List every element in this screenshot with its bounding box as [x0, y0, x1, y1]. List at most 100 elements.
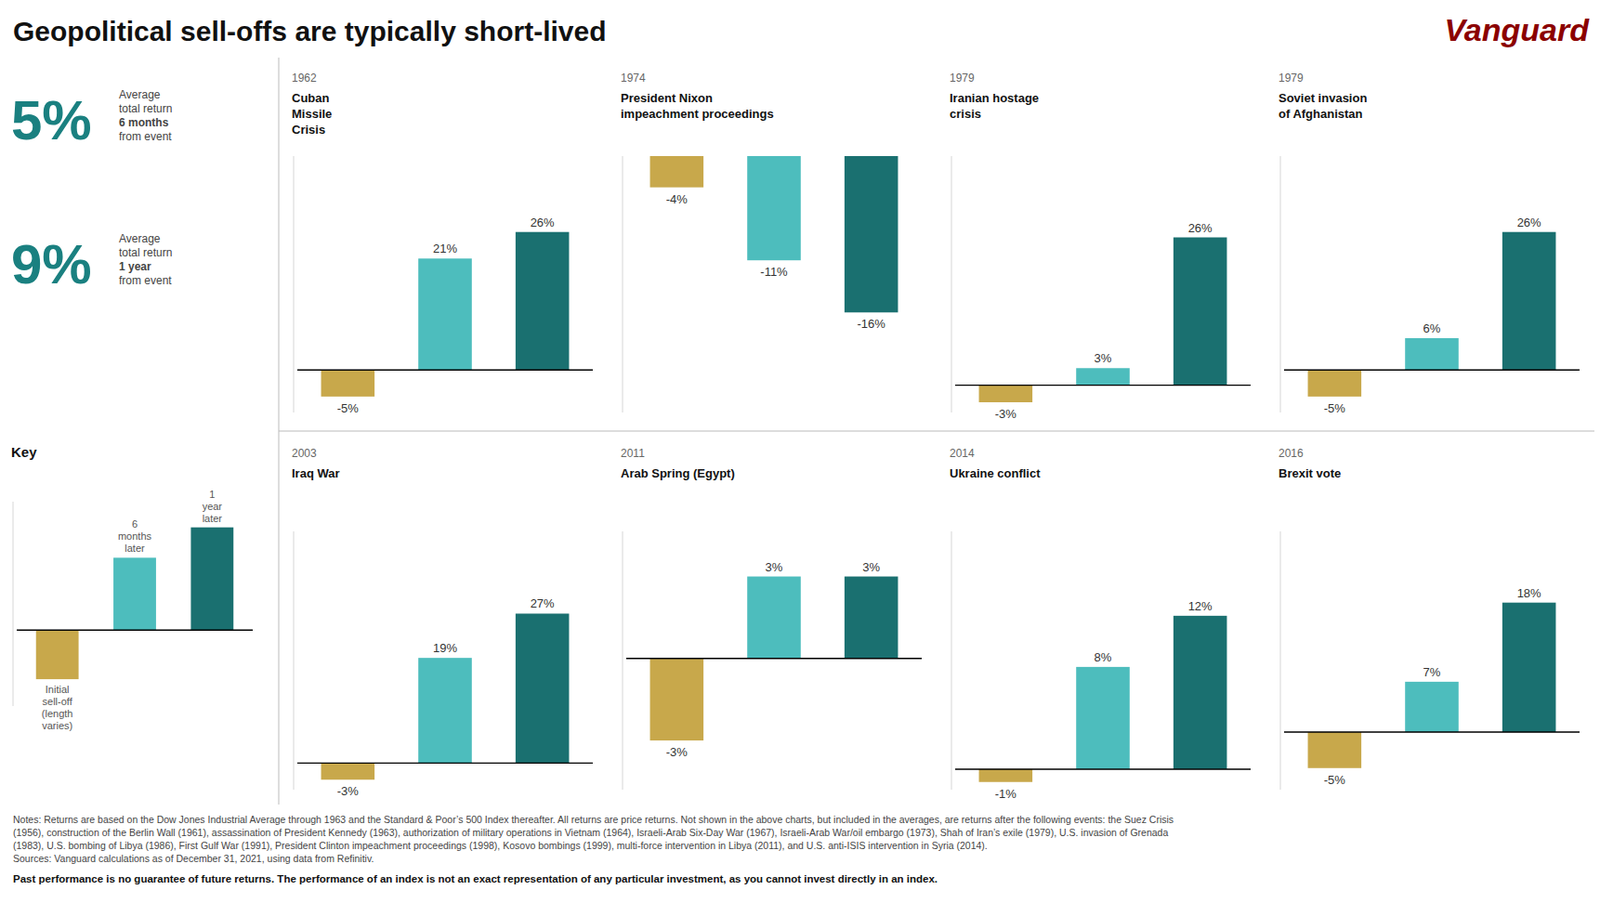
stat-text: from event	[118, 274, 172, 288]
axis-line	[1280, 531, 1282, 790]
text-line: year	[202, 500, 223, 512]
axis-line	[293, 156, 295, 413]
disclaimer: Past performance is no guarantee of futu…	[13, 873, 938, 885]
bar	[190, 527, 234, 631]
bar	[321, 762, 376, 780]
year: 1979	[949, 71, 975, 85]
plot-area	[16, 527, 253, 680]
text-line: Ukraine conflict	[949, 466, 1041, 481]
chart: -3% 19% 27%	[293, 531, 595, 799]
chart: -5%21%26%	[293, 156, 595, 416]
plot-area	[297, 232, 593, 397]
text-line: Soviet invasion	[1278, 91, 1367, 105]
event-name: CubanMissileCrisis	[291, 91, 332, 137]
data-label: 3%	[765, 560, 784, 575]
event-name: Soviet invasionof Afghanistan	[1278, 91, 1367, 121]
stat-text: 6 months	[118, 116, 170, 130]
plot-area	[1284, 232, 1580, 397]
data-label: -11%	[760, 264, 788, 279]
stat-text: Average	[118, 88, 161, 102]
baseline	[297, 762, 593, 764]
bar	[1075, 667, 1130, 770]
text-line: Initial	[45, 683, 70, 696]
bar	[747, 156, 801, 261]
text-line: sell-off	[42, 695, 74, 708]
bar	[1308, 732, 1363, 769]
data-label: 7%	[1423, 665, 1442, 680]
year: 1974	[620, 71, 646, 85]
bar	[844, 156, 899, 313]
bar	[1173, 616, 1228, 770]
text-line: later	[202, 512, 223, 525]
category-label: 1yearlater	[202, 488, 223, 525]
bar	[1502, 603, 1557, 733]
bar	[1404, 338, 1459, 370]
note: Sources: Vanguard calculations as of Dec…	[13, 852, 374, 865]
event-name: Arab Spring (Egypt)	[620, 466, 735, 481]
text-line: (length	[41, 708, 74, 720]
bar	[36, 629, 79, 680]
text-line: Crisis	[291, 122, 326, 137]
baseline	[955, 768, 1251, 770]
axis-line	[951, 156, 953, 413]
title: Geopolitical sell-offs are typically sho…	[13, 15, 607, 47]
event-name: Brexit vote	[1278, 466, 1341, 481]
bar	[1173, 237, 1228, 386]
data-label: -3%	[666, 745, 689, 760]
text-line: later	[124, 542, 145, 554]
bar	[1404, 681, 1459, 733]
chart: -1%8%12%	[951, 531, 1253, 801]
text-line: Iranian hostage	[949, 91, 1039, 105]
event-name: Iranian hostagecrisis	[949, 91, 1039, 121]
text-line: months	[118, 530, 153, 542]
year: 2016	[1278, 446, 1304, 460]
year: 2011	[620, 446, 645, 460]
event-name: Iraq War	[291, 466, 341, 481]
baseline	[626, 657, 922, 659]
page: Geopolitical sell-offs are typically sho…	[0, 0, 1600, 903]
data-label: -3%	[337, 784, 360, 799]
chart: -5%7%18%	[1280, 531, 1582, 790]
logo: Vanguard	[1443, 12, 1590, 48]
category-label: Initialsell-off(lengthvaries)	[41, 683, 74, 732]
text-line: 6	[131, 518, 138, 530]
data-label: 27%	[530, 596, 555, 611]
text-line: varies)	[41, 720, 73, 732]
text-line: Brexit vote	[1278, 466, 1341, 481]
bar	[650, 156, 705, 188]
data-label: -3%	[995, 406, 1018, 421]
year: 2003	[291, 446, 317, 460]
chart: -3% 3% 26%	[951, 156, 1253, 421]
chart: Initialsell-off(lengthvaries)6monthslate…	[13, 488, 255, 732]
year: 2014	[949, 446, 975, 460]
data-label: 19%	[432, 641, 458, 656]
stat-text: from event	[118, 130, 172, 144]
bar	[418, 258, 473, 370]
data-label: 12%	[1188, 599, 1213, 614]
data-label: 26%	[530, 215, 555, 230]
data-label: 3%	[1094, 351, 1113, 366]
plot-area	[955, 616, 1251, 783]
text-line: Iraq War	[291, 466, 341, 481]
data-label: -16%	[856, 316, 886, 331]
year: 1979	[1278, 71, 1304, 85]
stat-text: total return	[118, 102, 172, 116]
baseline	[1284, 731, 1580, 733]
bar	[844, 577, 899, 659]
axis-line	[622, 156, 624, 413]
data-label: -5%	[1324, 401, 1347, 416]
data-label: 8%	[1094, 650, 1113, 665]
baseline	[955, 384, 1251, 386]
data-label: 26%	[1188, 221, 1213, 236]
baseline	[297, 369, 593, 371]
bar	[1502, 232, 1557, 371]
bar	[1308, 369, 1363, 397]
event-name: President Nixonimpeachment proceedings	[620, 91, 774, 121]
axis-line	[13, 501, 14, 707]
stat-text: 1 year	[118, 260, 152, 274]
plot-area	[626, 156, 922, 313]
bar	[747, 577, 801, 659]
plot-area	[626, 577, 922, 742]
note: (1983), U.S. bombing of Libya (1986), Fi…	[13, 839, 988, 852]
data-label: -5%	[337, 401, 360, 416]
